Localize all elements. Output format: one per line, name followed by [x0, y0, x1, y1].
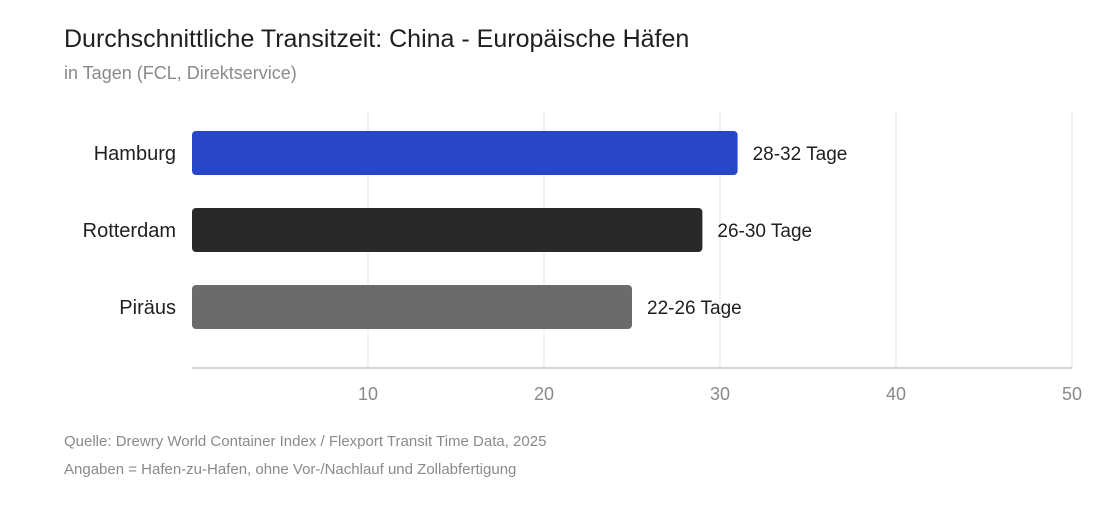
chart-subtitle: in Tagen (FCL, Direktservice) [64, 63, 297, 83]
x-tick-label-30: 30 [710, 384, 730, 404]
bar-2 [192, 285, 632, 329]
x-tick-label-20: 20 [534, 384, 554, 404]
category-label-0: Hamburg [94, 143, 176, 165]
data-note: Angaben = Hafen-zu-Hafen, ohne Vor-/Nach… [64, 461, 517, 478]
bar-1 [192, 208, 703, 252]
x-tick-label-40: 40 [886, 384, 906, 404]
chart-title: Durchschnittliche Transitzeit: China - E… [64, 25, 690, 53]
source-note: Quelle: Drewry World Container Index / F… [64, 433, 547, 450]
value-label-0: 28-32 Tage [753, 144, 848, 165]
x-tick-label-50: 50 [1062, 384, 1082, 404]
value-label-2: 22-26 Tage [647, 298, 742, 319]
category-label-2: Piräus [119, 297, 176, 319]
x-tick-label-10: 10 [358, 384, 378, 404]
category-label-1: Rotterdam [83, 220, 176, 242]
bar-0 [192, 131, 738, 175]
value-label-1: 26-30 Tage [717, 221, 812, 242]
